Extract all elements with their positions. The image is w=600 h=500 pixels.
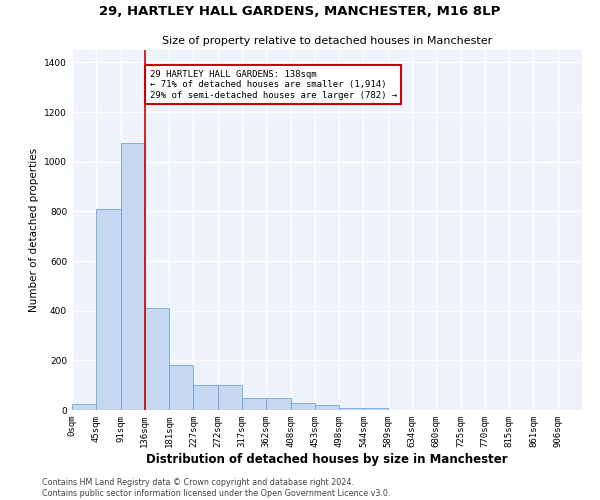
Bar — [169, 365, 193, 410]
Bar — [193, 385, 218, 410]
Bar — [218, 385, 242, 410]
Bar — [266, 398, 290, 410]
Bar — [72, 404, 96, 410]
Text: Contains HM Land Registry data © Crown copyright and database right 2024.
Contai: Contains HM Land Registry data © Crown c… — [42, 478, 391, 498]
Bar — [290, 402, 315, 410]
Text: 29 HARTLEY HALL GARDENS: 138sqm
← 71% of detached houses are smaller (1,914)
29%: 29 HARTLEY HALL GARDENS: 138sqm ← 71% of… — [150, 70, 397, 100]
Title: Size of property relative to detached houses in Manchester: Size of property relative to detached ho… — [162, 36, 492, 46]
Bar — [145, 308, 169, 410]
Bar — [339, 408, 364, 410]
Bar — [242, 398, 266, 410]
Text: 29, HARTLEY HALL GARDENS, MANCHESTER, M16 8LP: 29, HARTLEY HALL GARDENS, MANCHESTER, M1… — [100, 5, 500, 18]
Bar — [364, 408, 388, 410]
X-axis label: Distribution of detached houses by size in Manchester: Distribution of detached houses by size … — [146, 452, 508, 466]
Bar — [121, 143, 145, 410]
Bar — [315, 405, 339, 410]
Bar — [96, 209, 121, 410]
Y-axis label: Number of detached properties: Number of detached properties — [29, 148, 38, 312]
